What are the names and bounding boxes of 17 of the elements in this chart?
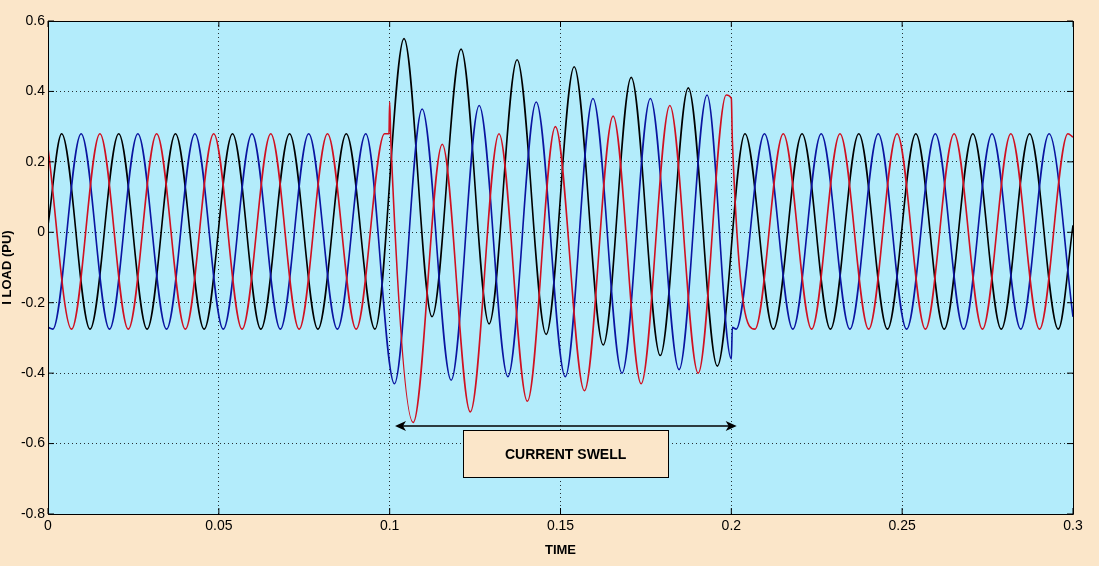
y-tick-label: 0.2 [25,152,46,169]
y-tick-label: -0.6 [20,434,46,451]
y-tick-label: -0.8 [20,504,46,521]
x-tick-label: 0.05 [205,517,233,534]
x-tick-label: 0.15 [546,517,575,534]
x-tick-label: 0.3 [1063,517,1083,534]
y-tick-label: -0.2 [20,293,46,310]
x-tick-label: 0.2 [721,517,742,534]
y-tick-label: 0.6 [25,11,46,28]
y-tick-label: 0.4 [25,82,46,99]
y-axis-title: I LOAD (PU) [0,230,15,305]
y-tick-label: -0.4 [20,364,46,380]
x-axis-title: TIME [544,541,577,557]
annotation: CURRENT SWELL [504,445,627,462]
x-tick-label: 0.1 [379,517,400,534]
x-tick-label: 0.25 [888,517,916,534]
y-tick-label: 0 [37,223,46,240]
